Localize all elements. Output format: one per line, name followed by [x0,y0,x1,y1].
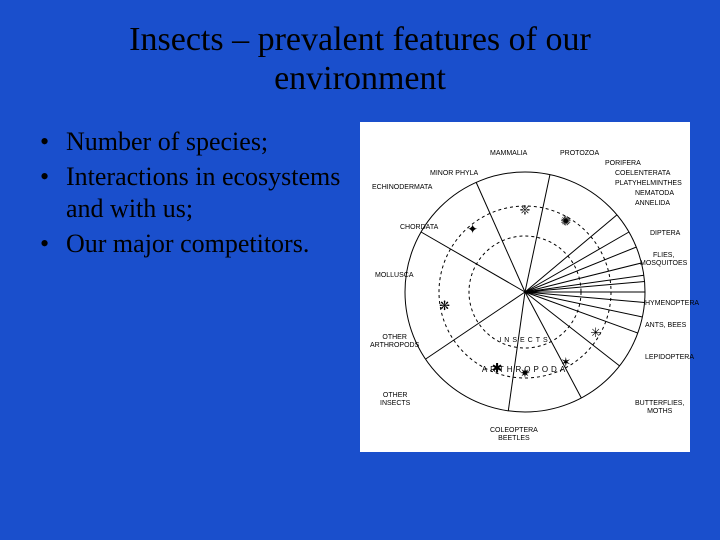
title-line-2: environment [274,60,446,97]
slide-title: Insects – prevalent features of our envi… [0,0,720,98]
svg-text:✷: ✷ [520,366,531,381]
svg-text:✳: ✳ [590,325,601,340]
bullet-1: Number of species; [40,126,360,159]
pie-outer-label: BUTTERFLIES,MOTHS [635,400,684,415]
diagram-column: ARTHROPODAINSECTS✳✶✱❋✦✺❈✷ PROTOZOAMAMMAL… [360,116,690,452]
pie-outer-label: HYMENOPTERA [645,300,699,307]
pie-outer-label: DIPTERA [650,230,680,237]
pie-outer-label: ECHINODERMATA [372,184,432,191]
bullet-list: Number of species; Interactions in ecosy… [30,116,360,452]
svg-text:✺: ✺ [560,214,571,229]
pie-outer-label: OTHERINSECTS [380,392,410,407]
bullet-2: Interactions in ecosystems and with us; [40,161,360,226]
pie-outer-label: CHORDATA [400,224,438,231]
species-pie-diagram: ARTHROPODAINSECTS✳✶✱❋✦✺❈✷ PROTOZOAMAMMAL… [360,122,690,452]
svg-text:❋: ❋ [439,298,450,313]
svg-text:INSECTS: INSECTS [499,337,550,344]
title-line-1: Insects – prevalent features of our [129,21,591,58]
pie-outer-label: MINOR PHYLA [430,170,478,177]
pie-outer-label: MAMMALIA [490,150,527,157]
svg-text:✱: ✱ [492,361,503,376]
pie-outer-label: NEMATODA [635,190,674,197]
svg-text:❈: ❈ [520,203,531,218]
pie-outer-label: PROTOZOA [560,150,599,157]
svg-text:✦: ✦ [467,222,478,237]
pie-outer-label: FLIES,MOSQUITOES [640,252,687,267]
pie-outer-label: PLATYHELMINTHES [615,180,682,187]
pie-outer-label: OTHERARTHROPODS [370,334,419,349]
pie-outer-label: ANNELIDA [635,200,670,207]
pie-outer-label: ANTS, BEES [645,322,686,329]
content-area: Number of species; Interactions in ecosy… [0,98,720,452]
bullet-3: Our major competitors. [40,228,360,261]
svg-text:✶: ✶ [560,355,571,370]
pie-outer-label: COLEOPTERABEETLES [490,427,538,442]
pie-outer-label: PORIFERA [605,160,641,167]
pie-outer-label: MOLLUSCA [375,272,414,279]
pie-outer-label: COELENTERATA [615,170,670,177]
pie-outer-label: LEPIDOPTERA [645,354,694,361]
